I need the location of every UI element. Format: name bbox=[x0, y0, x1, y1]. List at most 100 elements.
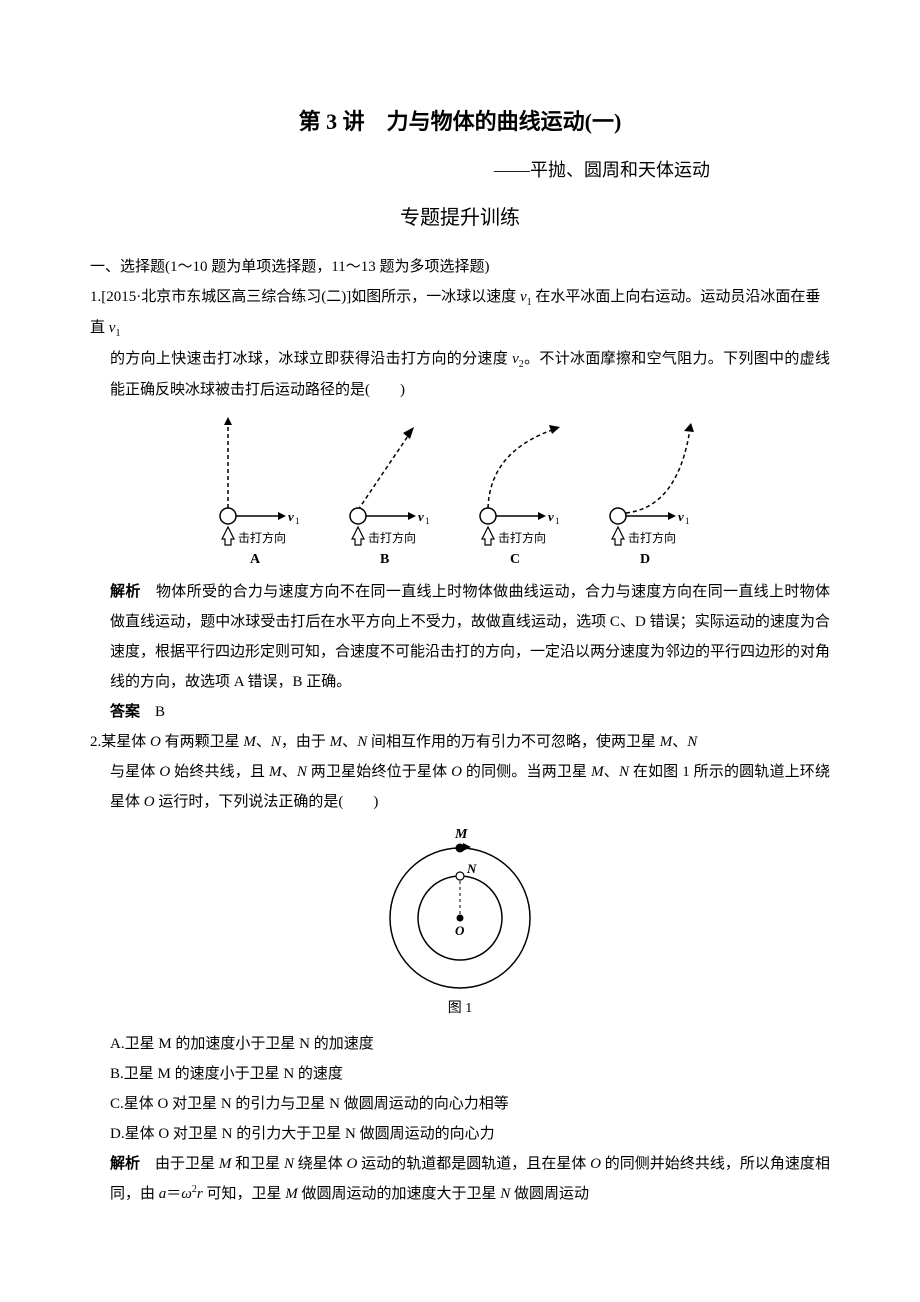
q1-opt-c: C bbox=[510, 552, 520, 567]
svg-text:v: v bbox=[288, 509, 294, 524]
q2-option-b: B.卫星 M 的速度小于卫星 N 的速度 bbox=[110, 1059, 830, 1089]
q1-answer: 答案 B bbox=[110, 697, 830, 727]
q2-formula-w: ω bbox=[181, 1186, 192, 1202]
svg-text:v: v bbox=[678, 509, 684, 524]
q2-s-a: 某星体 bbox=[101, 734, 150, 750]
q2-opt-b-text: B.卫星 M 的速度小于卫星 N 的速度 bbox=[110, 1066, 343, 1082]
q1-opt-a: A bbox=[250, 552, 261, 567]
q2-s-e: 间相互作用的万有引力不可忽略，使两卫星 bbox=[367, 734, 660, 750]
q2-M-label: M bbox=[454, 827, 468, 842]
q2-N4: N bbox=[297, 764, 307, 780]
svg-text:1: 1 bbox=[425, 516, 430, 526]
q1-answer-label: 答案 bbox=[110, 703, 140, 720]
q1-stem-a: 如图所示，一冰球以速度 bbox=[351, 289, 520, 305]
q2-O-label: O bbox=[455, 923, 465, 938]
q1-body: 的方向上快速击打冰球，冰球立即获得沿击打方向的分速度 v2。不计冰面摩擦和空气阻… bbox=[110, 344, 830, 405]
q2-O4: O bbox=[144, 794, 155, 810]
q2-N-label: N bbox=[466, 861, 477, 876]
question-2: 2.某星体 O 有两颗卫星 M、N，由于 M、N 间相互作用的万有引力不可忽略，… bbox=[90, 727, 830, 1209]
q2-s-c5: 、 bbox=[604, 764, 619, 780]
q1-hit-a: 击打方向 bbox=[238, 530, 286, 545]
q1-diagram-svg: v 1 击打方向 A v 1 击打方向 bbox=[200, 411, 720, 571]
q1-hit-c: 击打方向 bbox=[498, 530, 546, 545]
q1-v2: v bbox=[512, 351, 519, 367]
q2-ex-g: 做圆周运动的加速度大于卫星 bbox=[298, 1186, 501, 1202]
q2-diagram-svg: M N O bbox=[370, 823, 550, 993]
q2-s-c3: 、 bbox=[672, 734, 687, 750]
q2-ex-h: 做圆周运动 bbox=[510, 1186, 589, 1202]
q1-v1b-sub: 1 bbox=[115, 328, 120, 339]
q2-ex-O2: O bbox=[590, 1156, 601, 1172]
q1-hit-d: 击打方向 bbox=[628, 530, 676, 545]
section-title: 专题提升训练 bbox=[90, 198, 830, 238]
q2-body: 与星体 O 始终共线，且 M、N 两卫星始终位于星体 O 的同侧。当两卫星 M、… bbox=[110, 757, 830, 817]
q1-source: [2015·北京市东城区高三综合练习(二)] bbox=[101, 289, 351, 305]
q2-figure: M N O 图 1 bbox=[90, 823, 830, 1023]
q2-O2: O bbox=[159, 764, 170, 780]
lecture-title: 第 3 讲 力与物体的曲线运动(一) bbox=[90, 100, 830, 144]
q2-N2: N bbox=[357, 734, 367, 750]
q2-N1: N bbox=[271, 734, 281, 750]
q2-M1: M bbox=[243, 734, 256, 750]
q2-s-h: 两卫星始终位于星体 bbox=[307, 764, 451, 780]
q2-ex-N1: N bbox=[284, 1156, 294, 1172]
svg-text:1: 1 bbox=[685, 516, 690, 526]
q2-ex-d: 运动的轨道都是圆轨道，且在星体 bbox=[357, 1156, 590, 1172]
q2-M5: M bbox=[591, 764, 604, 780]
q2-opt-c-text: C.星体 O 对卫星 N 的引力与卫星 N 做圆周运动的向心力相等 bbox=[110, 1096, 509, 1112]
q2-s-f: 与星体 bbox=[110, 764, 159, 780]
q2-options: A.卫星 M 的加速度小于卫星 N 的加速度 B.卫星 M 的速度小于卫星 N … bbox=[110, 1029, 830, 1149]
q2-opt-a-text: A.卫星 M 的加速度小于卫星 N 的加速度 bbox=[110, 1036, 374, 1052]
q2-fig-caption: 图 1 bbox=[90, 995, 830, 1023]
q2-ex-b: 和卫星 bbox=[231, 1156, 284, 1172]
q1-number: 1. bbox=[90, 289, 101, 305]
q2-option-c: C.星体 O 对卫星 N 的引力与卫星 N 做圆周运动的向心力相等 bbox=[110, 1089, 830, 1119]
q2-s-c2: 、 bbox=[342, 734, 357, 750]
q2-M2: M bbox=[330, 734, 343, 750]
q2-N3: N bbox=[687, 734, 697, 750]
q1-hit-b: 击打方向 bbox=[368, 530, 416, 545]
q2-ex-M2: M bbox=[285, 1186, 298, 1202]
q2-s-c4: 、 bbox=[282, 764, 297, 780]
q2-ex-f: 可知，卫星 bbox=[203, 1186, 286, 1202]
q2-O3: O bbox=[451, 764, 462, 780]
q2-option-d: D.星体 O 对卫星 N 的引力大于卫星 N 做圆周运动的向心力 bbox=[110, 1119, 830, 1149]
q1-explain: 解析 物体所受的合力与速度方向不在同一直线上时物体做曲线运动，合力与速度方向在同… bbox=[110, 577, 830, 697]
q2-s-i: 的同侧。当两卫星 bbox=[462, 764, 591, 780]
q2-ex-c: 绕星体 bbox=[294, 1156, 347, 1172]
page: 第 3 讲 力与物体的曲线运动(一) ——平抛、圆周和天体运动 专题提升训练 一… bbox=[0, 0, 920, 1249]
q2-O1: O bbox=[150, 734, 161, 750]
q2-explain: 解析 由于卫星 M 和卫星 N 绕星体 O 运动的轨道都是圆轨道，且在星体 O … bbox=[110, 1149, 830, 1209]
q2-s-c1: 、 bbox=[256, 734, 271, 750]
q2-ex-a: 由于卫星 bbox=[140, 1156, 219, 1172]
q2-opt-d-text: D.星体 O 对卫星 N 的引力大于卫星 N 做圆周运动的向心力 bbox=[110, 1126, 495, 1142]
q1-answer-value: B bbox=[140, 704, 165, 720]
q2-N5: N bbox=[619, 764, 629, 780]
q2-M4: M bbox=[269, 764, 282, 780]
q1-explain-text: 物体所受的合力与速度方向不在同一直线上时物体做曲线运动，合力与速度方向在同一直线… bbox=[110, 584, 830, 690]
q2-explain-label: 解析 bbox=[110, 1155, 140, 1172]
q2-ex-O1: O bbox=[347, 1156, 358, 1172]
svg-text:1: 1 bbox=[555, 516, 560, 526]
svg-text:1: 1 bbox=[295, 516, 300, 526]
q2-s-k: 运行时，下列说法正确的是( ) bbox=[155, 794, 379, 810]
lecture-subtitle: ——平抛、圆周和天体运动 bbox=[90, 152, 830, 188]
q1-explain-label: 解析 bbox=[110, 583, 141, 600]
question-1: 1.[2015·北京市东城区高三综合练习(二)]如图所示，一冰球以速度 v1 在… bbox=[90, 282, 830, 727]
q1-opt-d: D bbox=[640, 552, 650, 567]
q2-ex-N2: N bbox=[500, 1186, 510, 1202]
q2-formula-eq: ＝ bbox=[166, 1186, 181, 1202]
q1-v1: v bbox=[520, 289, 527, 305]
q1-stem-c: 的方向上快速击打冰球，冰球立即获得沿击打方向的分速度 bbox=[110, 351, 512, 367]
q2-s-b: 有两颗卫星 bbox=[161, 734, 244, 750]
svg-text:v: v bbox=[418, 509, 424, 524]
section-heading: 一、选择题(1～10 题为单项选择题，11～13 题为多项选择题) bbox=[90, 252, 830, 282]
q2-number: 2. bbox=[90, 734, 101, 750]
q2-option-a: A.卫星 M 的加速度小于卫星 N 的加速度 bbox=[110, 1029, 830, 1059]
q2-s-d: ，由于 bbox=[281, 734, 330, 750]
q1-opt-b: B bbox=[380, 552, 389, 567]
q1-figure: v 1 击打方向 A v 1 击打方向 bbox=[90, 411, 830, 571]
svg-text:v: v bbox=[548, 509, 554, 524]
q2-s-g: 始终共线，且 bbox=[170, 764, 269, 780]
q2-ex-M1: M bbox=[219, 1156, 232, 1172]
